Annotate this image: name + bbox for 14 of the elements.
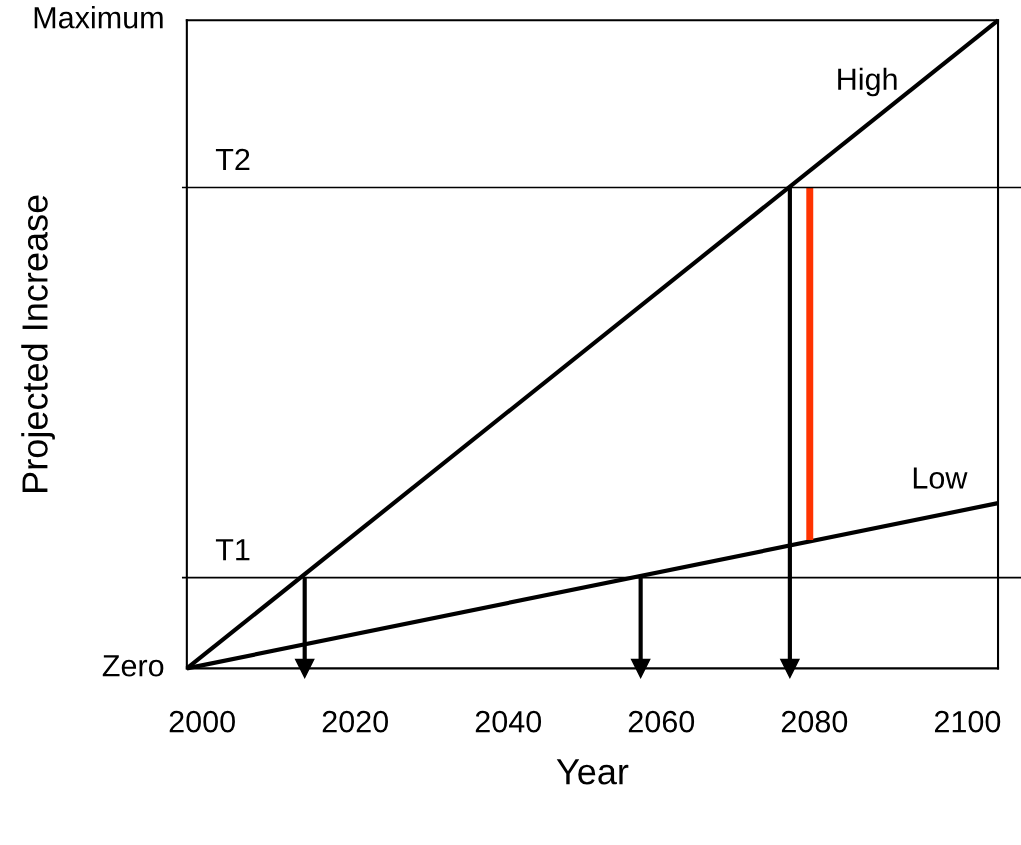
ref-line-label: T1 (215, 539, 250, 561)
ref-line-label: T2 (215, 148, 250, 171)
annotation: High (838, 67, 897, 97)
x-tick-label: 2040 (475, 710, 542, 733)
x-tick-label: 2080 (781, 710, 848, 733)
annotation: Low (913, 467, 968, 489)
x-tick-label: 2020 (322, 710, 388, 733)
text: Maximum (34, 6, 163, 29)
y-axis-title: Projected Increase (21, 195, 55, 492)
x-axis-title: Year (556, 759, 629, 785)
x-tick-label: 2100 (934, 710, 1001, 733)
text: Zero (102, 655, 164, 677)
x-tick-label: 2000 (169, 710, 235, 733)
x-tick-label: 2060 (628, 710, 695, 733)
